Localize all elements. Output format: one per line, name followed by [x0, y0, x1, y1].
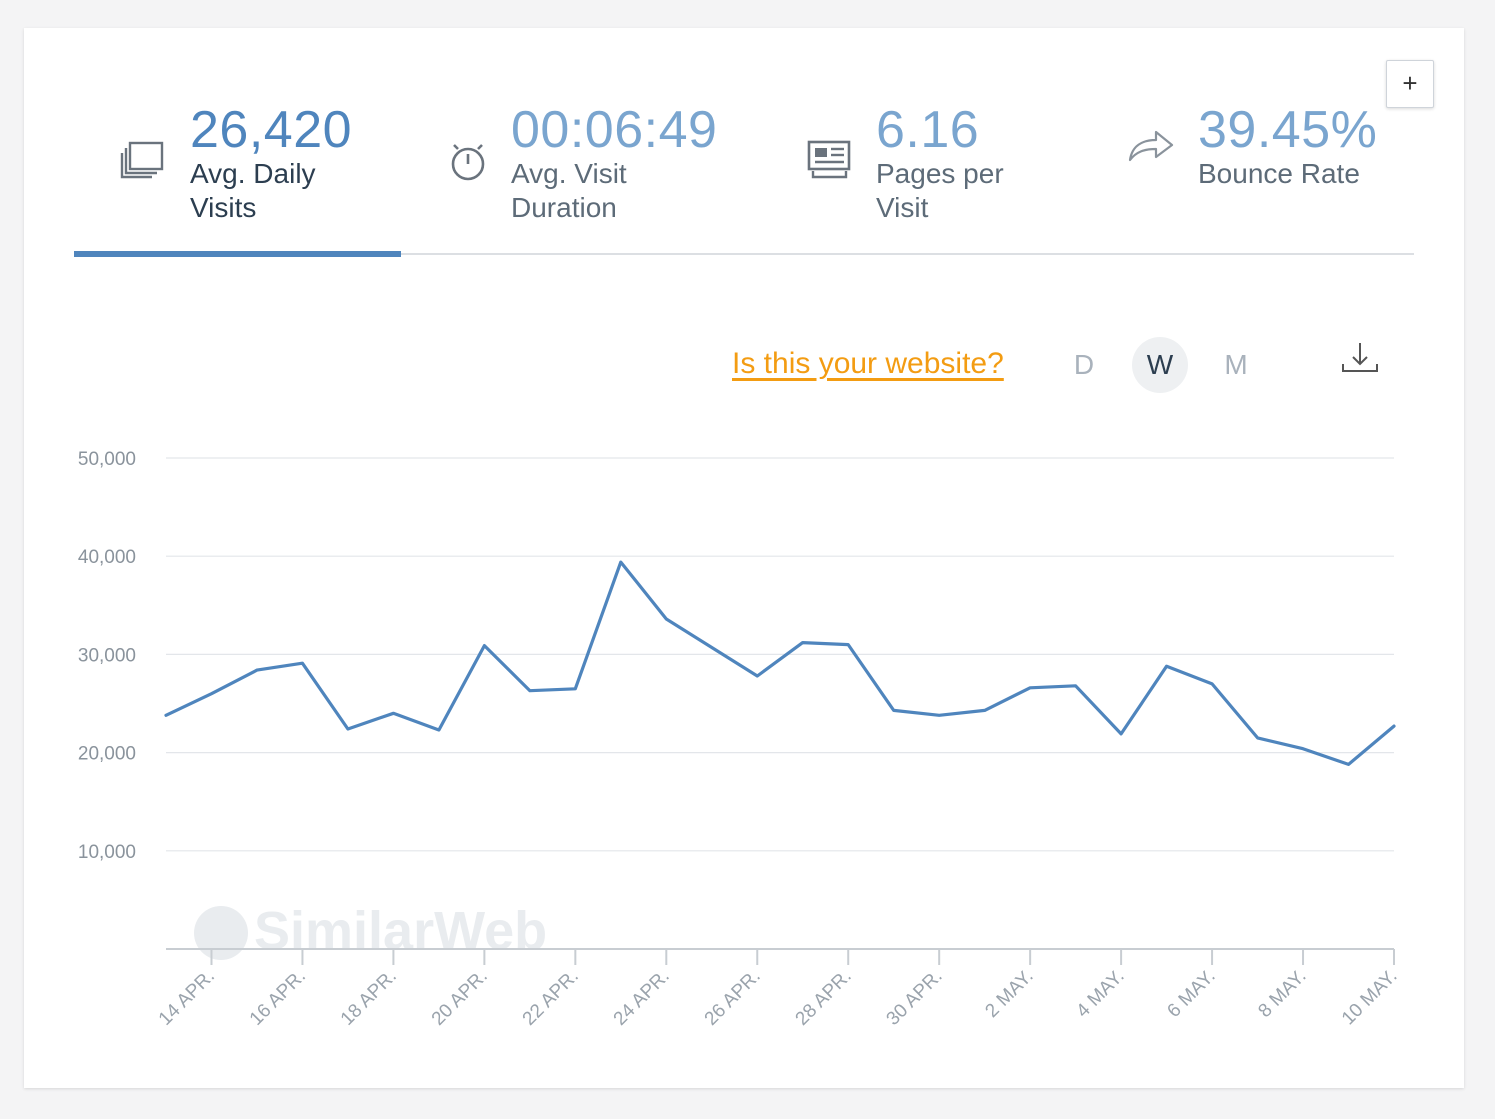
series-line: [164, 560, 1396, 767]
x-tick-label: 26 APR.: [701, 966, 765, 1030]
x-tick-label: 16 APR.: [246, 966, 310, 1030]
metric-label: Avg. Visit Duration: [511, 158, 627, 223]
metric-label: Pages per Visit: [876, 158, 1004, 223]
x-tick-label: 2 MAY.: [982, 966, 1038, 1022]
x-tick-label: 20 APR.: [428, 966, 492, 1030]
x-tick-label: 8 MAY.: [1254, 966, 1310, 1022]
y-tick-label: 10,000: [78, 842, 136, 863]
x-tick-label: 10 MAY.: [1338, 966, 1402, 1030]
metric-value: 6.16: [876, 101, 980, 159]
expand-button[interactable]: +: [1386, 60, 1434, 108]
pages-icon: [806, 140, 854, 185]
bounce-arrow-icon: [1126, 126, 1176, 171]
is-this-your-website-link[interactable]: Is this your website?: [732, 347, 1004, 380]
metric-value: 26,420: [190, 101, 353, 159]
y-tick-label: 40,000: [78, 547, 136, 568]
stopwatch-icon: [446, 140, 492, 187]
x-tick-label: 18 APR.: [337, 966, 401, 1030]
metric-label: Bounce Rate: [1198, 158, 1360, 189]
visits-icon: [120, 140, 166, 185]
metric-value: 00:06:49: [511, 101, 718, 159]
y-tick-label: 30,000: [78, 645, 136, 666]
x-tick-label: 4 MAY.: [1072, 966, 1128, 1022]
download-icon[interactable]: [1340, 340, 1380, 376]
y-tick-label: 20,000: [78, 744, 136, 765]
x-tick-label: 28 APR.: [792, 966, 856, 1030]
x-tick-label: 30 APR.: [883, 966, 947, 1030]
metric-value: 39.45%: [1198, 101, 1378, 159]
x-tick-label: 22 APR.: [519, 966, 583, 1030]
granularity-daily-button[interactable]: D: [1073, 349, 1095, 380]
x-tick-label: 6 MAY.: [1163, 966, 1219, 1022]
x-tick-label: 14 APR.: [155, 966, 219, 1030]
y-tick-label: 50,000: [78, 449, 136, 470]
active-tab-indicator: [74, 251, 401, 257]
metric-label: Avg. Daily Visits: [190, 158, 316, 223]
granularity-weekly-button[interactable]: W: [1132, 337, 1188, 393]
similarweb-logo-icon: [194, 906, 248, 960]
granularity-monthly-button[interactable]: M: [1224, 349, 1248, 380]
tab-divider: [74, 253, 1414, 255]
traffic-card: [24, 28, 1464, 1088]
x-tick-label: 24 APR.: [610, 966, 674, 1030]
